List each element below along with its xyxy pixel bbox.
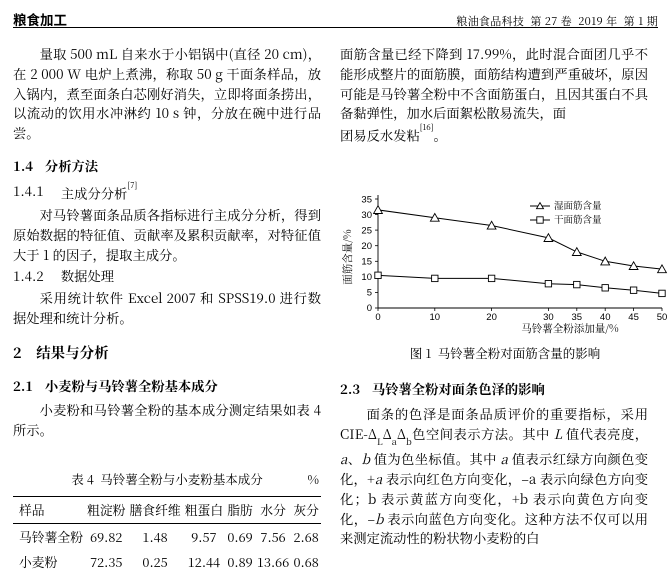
svg-text:20: 20: [361, 241, 372, 252]
svg-text:30: 30: [361, 210, 372, 221]
svg-text:10: 10: [430, 312, 441, 323]
svg-text:0: 0: [367, 303, 372, 314]
svg-text:0: 0: [375, 312, 380, 323]
svg-text:湿面筋含量: 湿面筋含量: [554, 198, 602, 212]
svg-text:5: 5: [367, 288, 372, 299]
svg-text:15: 15: [361, 257, 372, 268]
svg-text:面筋含量/%: 面筋含量/%: [340, 229, 355, 285]
svg-text:35: 35: [361, 195, 372, 206]
svg-text:干面筋含量: 干面筋含量: [554, 212, 602, 226]
svg-text:20: 20: [486, 312, 497, 323]
svg-text:45: 45: [628, 312, 639, 323]
svg-text:10: 10: [361, 273, 372, 284]
svg-text:25: 25: [361, 226, 372, 237]
svg-text:50: 50: [657, 312, 668, 323]
svg-text:马铃薯全粉添加量/%: 马铃薯全粉添加量/%: [521, 321, 619, 336]
